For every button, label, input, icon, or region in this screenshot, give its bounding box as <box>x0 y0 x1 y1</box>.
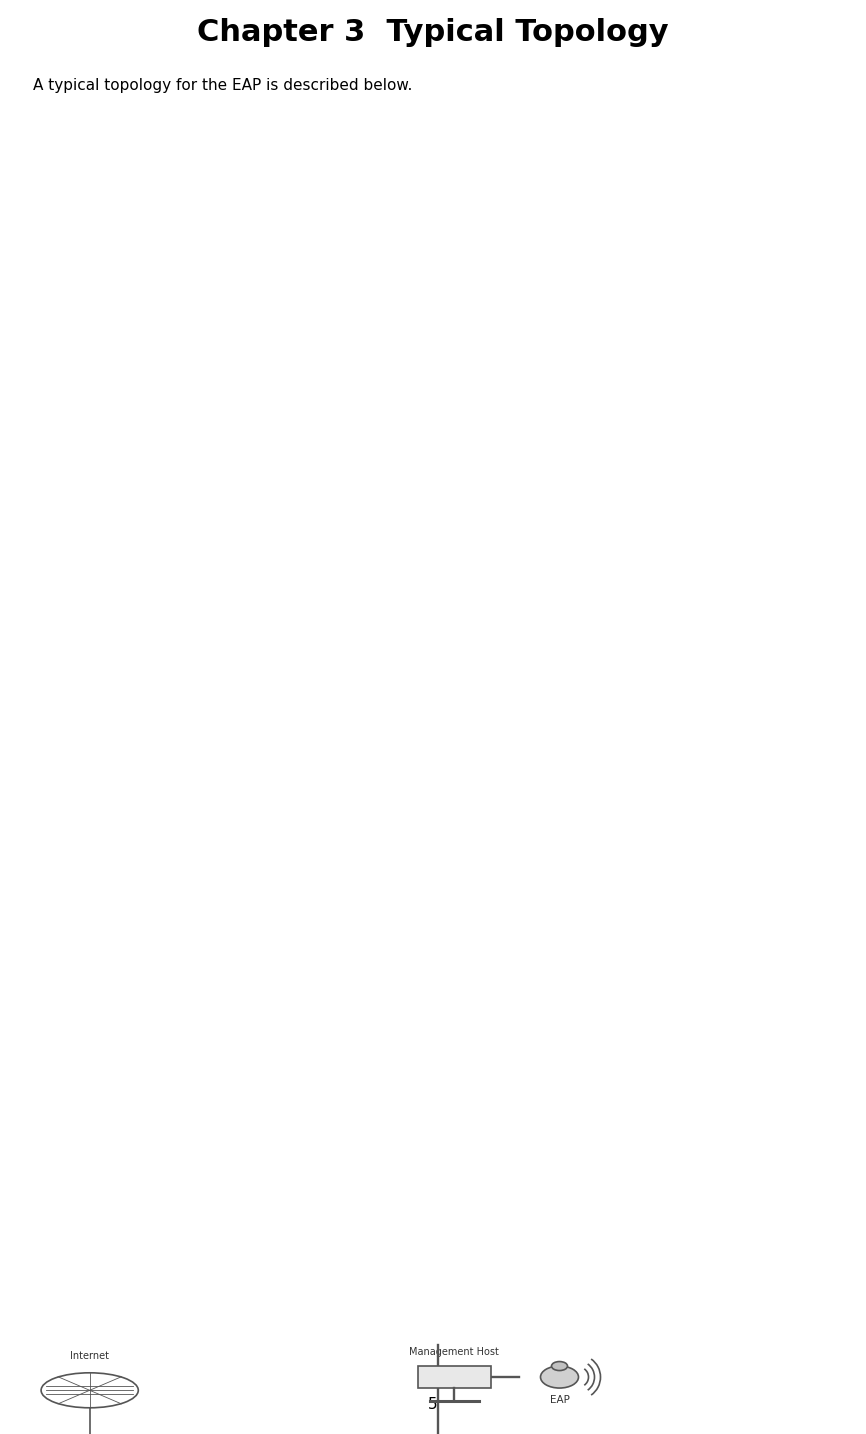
Text: Chapter 3  Typical Topology: Chapter 3 Typical Topology <box>197 19 669 47</box>
Text: Internet: Internet <box>70 1351 109 1361</box>
Text: Management Host: Management Host <box>410 1347 499 1357</box>
Text: A typical topology for the EAP is described below.: A typical topology for the EAP is descri… <box>33 77 412 93</box>
Text: 5: 5 <box>428 1397 438 1412</box>
Text: EAP: EAP <box>550 1395 570 1405</box>
Ellipse shape <box>552 1361 567 1371</box>
Ellipse shape <box>540 1367 578 1388</box>
FancyBboxPatch shape <box>417 1367 491 1388</box>
